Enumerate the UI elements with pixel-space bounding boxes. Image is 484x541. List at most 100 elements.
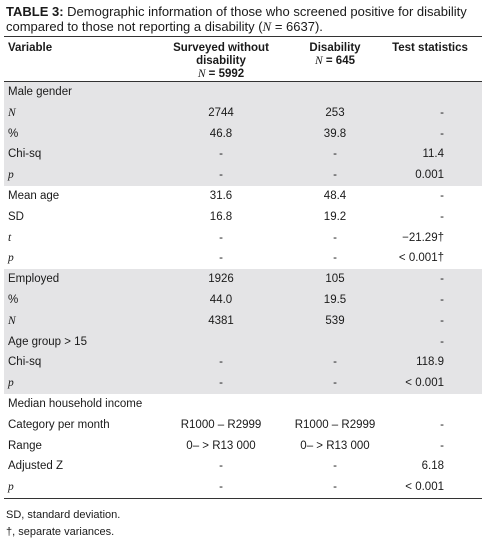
table-row: Adjusted Z - - 6.18 xyxy=(4,456,482,477)
cell-disability: 19.5 xyxy=(292,289,378,311)
cell-test-statistic: - xyxy=(378,310,482,332)
row-label: Male gender xyxy=(4,81,150,103)
cell-surveyed: 2744 xyxy=(150,102,292,124)
cell-surveyed: 16.8 xyxy=(209,210,233,223)
cell-test-statistic: - xyxy=(440,439,444,452)
cell-surveyed: - xyxy=(219,481,223,494)
cell-surveyed: 44.0 xyxy=(150,289,292,311)
cell-surveyed: 46.8 xyxy=(150,123,292,145)
header-surveyed-n-symbol: N xyxy=(197,68,206,80)
cell-disability: R1000 – R2999 xyxy=(294,418,376,431)
cell-disability: 19.2 xyxy=(323,210,347,223)
table-body: Male gender N 2744 253-% 46.8 39.8- Chi-sq - -11… xyxy=(4,81,482,499)
cell-surveyed: R1000 – R2999 xyxy=(180,418,262,431)
row-label: % xyxy=(4,289,150,311)
cell-disability: 39.8 xyxy=(292,123,378,145)
cell-disability: 539 xyxy=(292,310,378,332)
cell-test-statistic: −21.29† xyxy=(402,231,444,244)
cell-disability: 0– > R13 000 xyxy=(300,439,370,452)
cell-surveyed: - xyxy=(219,252,223,265)
row-label: Adjusted Z xyxy=(8,460,63,473)
table-row: Range 0– > R13 000 0– > R13 000 - xyxy=(4,436,482,457)
row-label: N xyxy=(4,102,150,124)
cell-disability: - xyxy=(333,481,337,494)
cell-test-statistic: - xyxy=(378,269,482,290)
header-surveyed-label: Surveyed without disability xyxy=(173,42,269,67)
row-label: Category per month xyxy=(8,418,110,431)
table-row: p - - < 0.001† xyxy=(4,248,482,269)
header-disability-n: = 645 xyxy=(322,55,355,67)
note-sd: SD, standard deviation. xyxy=(6,508,121,521)
caption-label: TABLE 3: xyxy=(6,4,64,19)
cell-test-statistic: < 0.001 xyxy=(378,373,482,394)
row-label: % xyxy=(4,123,150,145)
table-row: Median household income xyxy=(4,394,482,415)
row-label: t xyxy=(8,231,12,244)
table-row: p - - < 0.001 xyxy=(4,477,482,498)
header-surveyed: Surveyed without disability N = 5992 xyxy=(150,37,292,82)
cell-test-statistic: - xyxy=(440,418,444,431)
cell-test-statistic xyxy=(378,81,482,103)
table-row: Chi-sq - -118.9 xyxy=(4,352,482,374)
cell-test-statistic: - xyxy=(440,189,444,202)
cell-test-statistic xyxy=(378,394,482,415)
cell-test-statistic: 118.9 xyxy=(378,352,482,374)
cell-disability: - xyxy=(333,231,337,244)
cell-disability: - xyxy=(333,460,337,473)
table-row: t - - −21.29† xyxy=(4,228,482,249)
row-label: p xyxy=(8,252,14,265)
table-row: N 2744 253- xyxy=(4,102,482,124)
table-caption: TABLE 3: Demographic information of thos… xyxy=(4,0,482,37)
header-variable: Variable xyxy=(4,37,150,82)
cell-test-statistic: - xyxy=(440,210,444,223)
cell-disability: - xyxy=(292,373,378,394)
table-row: p - - < 0.001 xyxy=(4,373,482,394)
table-row: SD 16.8 19.2 - xyxy=(4,207,482,228)
note-separate-variances: †, separate variances. xyxy=(6,525,115,538)
row-label: Age group > 15 xyxy=(4,331,150,353)
cell-surveyed: 31.6 xyxy=(209,189,233,202)
cell-surveyed xyxy=(150,81,292,103)
cell-disability: - xyxy=(292,352,378,374)
cell-surveyed: 0– > R13 000 xyxy=(186,439,256,452)
table-row: p - -0.001 xyxy=(4,165,482,186)
cell-disability xyxy=(292,81,378,103)
table-row: % 44.0 19.5- xyxy=(4,289,482,311)
row-label: p xyxy=(4,165,150,186)
cell-test-statistic: 0.001 xyxy=(378,165,482,186)
table-row: Male gender xyxy=(4,81,482,103)
row-label: Mean age xyxy=(8,189,60,202)
row-label: N xyxy=(4,310,150,332)
table-notes: SD, standard deviation. †, separate vari… xyxy=(4,499,482,541)
table-container: TABLE 3: Demographic information of thos… xyxy=(4,0,482,541)
row-label: SD xyxy=(8,210,24,223)
caption-n-value: = 6637). xyxy=(271,19,323,34)
cell-disability xyxy=(292,394,378,415)
cell-test-statistic: - xyxy=(378,331,482,353)
cell-surveyed: - xyxy=(150,352,292,374)
cell-surveyed xyxy=(150,394,292,415)
header-disability: Disability N = 645 xyxy=(292,37,378,82)
cell-disability: 48.4 xyxy=(323,189,347,202)
caption-text: Demographic information of those who scr… xyxy=(6,4,467,34)
cell-disability: - xyxy=(333,252,337,265)
table-row: Mean age 31.6 48.4 - xyxy=(4,186,482,207)
cell-surveyed: - xyxy=(150,165,292,186)
cell-surveyed: 1926 xyxy=(150,269,292,290)
table-row: Chi-sq - -11.4 xyxy=(4,144,482,166)
header-surveyed-n: = 5992 xyxy=(205,68,245,80)
cell-disability xyxy=(292,331,378,353)
cell-disability: 105 xyxy=(292,269,378,290)
header-disability-label: Disability xyxy=(309,42,361,54)
cell-test-statistic: < 0.001 xyxy=(405,481,444,494)
cell-disability: 253 xyxy=(292,102,378,124)
row-label: p xyxy=(4,373,150,394)
row-label: Chi-sq xyxy=(4,352,150,374)
row-label: Median household income xyxy=(8,397,143,410)
header-test-statistics: Test statistics xyxy=(378,37,482,82)
table-row: Age group > 15 - xyxy=(4,331,482,353)
table-row: Employed 1926 105- xyxy=(4,269,482,290)
cell-surveyed: - xyxy=(219,460,223,473)
cell-test-statistic: < 0.001† xyxy=(398,252,444,265)
row-label: Range xyxy=(8,439,42,452)
